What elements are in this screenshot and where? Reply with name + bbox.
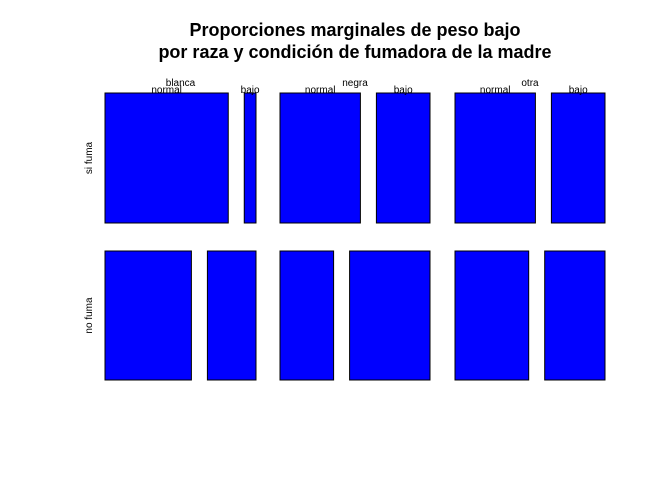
tile-negra-no-fuma-bajo	[349, 250, 431, 381]
tile-blanca-si-fuma-normal	[104, 92, 229, 224]
row-label-1: no fuma	[84, 297, 95, 334]
tile-otra-no-fuma-normal	[454, 250, 530, 381]
tile-otra-si-fuma-normal	[454, 92, 536, 224]
chart-title-line2: por raza y condición de fumadora de la m…	[158, 42, 551, 62]
category-label-negra-bajo: bajo	[394, 85, 413, 96]
tile-blanca-si-fuma-bajo	[243, 92, 257, 224]
tile-negra-si-fuma-normal	[279, 92, 361, 224]
row-label-0: si fuma	[84, 141, 95, 174]
tile-blanca-no-fuma-normal	[104, 250, 192, 381]
category-label-otra-normal: normal	[480, 85, 511, 96]
tile-otra-si-fuma-bajo	[550, 92, 606, 224]
tile-otra-no-fuma-bajo	[544, 250, 606, 381]
tile-blanca-no-fuma-bajo	[206, 250, 257, 381]
category-label-blanca-normal: normal	[151, 85, 182, 96]
column-label-negra: negra	[342, 78, 368, 89]
category-label-blanca-bajo: bajo	[241, 85, 260, 96]
column-label-blanca: blanca	[166, 78, 196, 89]
chart-title-line1: Proporciones marginales de peso bajo	[189, 20, 520, 40]
category-label-otra-bajo: bajo	[569, 85, 588, 96]
category-label-negra-normal: normal	[305, 85, 336, 96]
tile-negra-si-fuma-bajo	[375, 92, 431, 224]
tile-negra-no-fuma-normal	[279, 250, 335, 381]
column-label-otra: otra	[521, 78, 539, 89]
